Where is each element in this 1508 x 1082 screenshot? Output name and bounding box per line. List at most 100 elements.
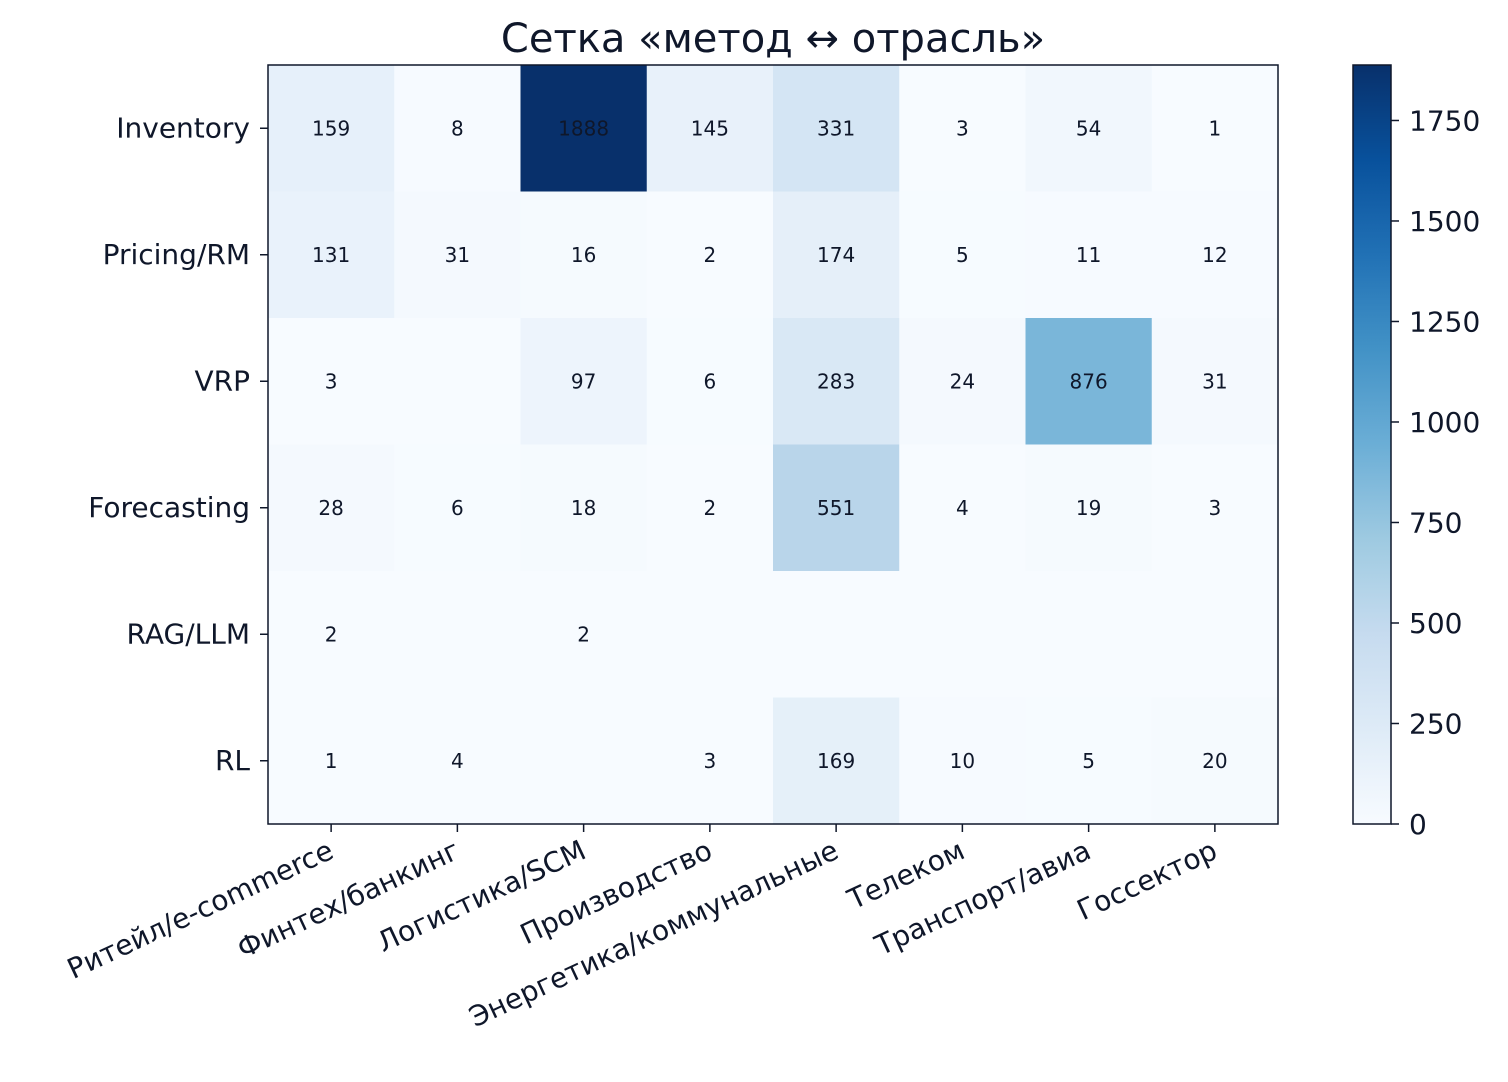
chart-title: Сетка «метод ↔ отрасль»: [501, 16, 1045, 62]
heatmap-cell: [1151, 65, 1279, 192]
y-tick-label: VRP: [195, 364, 251, 397]
cell-value-label: 6: [704, 369, 717, 393]
colorbar-tick-label: 500: [1409, 607, 1462, 640]
heatmap-cell: [520, 191, 648, 319]
heatmap-cell: [394, 571, 521, 698]
heatmap-cell: [394, 697, 521, 825]
heatmap-cell: [1025, 571, 1153, 698]
heatmap-cells: [268, 65, 1279, 825]
cell-value-label: 97: [571, 369, 596, 393]
x-axis: Ритейл/e-commerceФинтех/банкингЛогистика…: [62, 824, 1222, 1034]
x-tick-label: Транспорт/авиа: [869, 833, 1096, 962]
cell-value-label: 12: [1202, 243, 1227, 267]
cell-value-label: 551: [817, 496, 855, 520]
cell-value-label: 16: [571, 243, 596, 267]
heatmap-cell: [646, 697, 774, 825]
x-tick-label: Госсектор: [1072, 833, 1222, 926]
cell-value-label: 1: [1209, 116, 1222, 140]
cell-value-label: 169: [817, 749, 855, 773]
heatmap-cell: [268, 571, 395, 698]
heatmap-cell: [394, 65, 521, 192]
cell-value-label: 1: [325, 749, 338, 773]
heatmap-cell: [268, 191, 395, 319]
heatmap-cell: [1025, 697, 1153, 825]
y-tick-label: Pricing/RM: [103, 238, 250, 271]
cell-value-label: 3: [956, 116, 969, 140]
colorbar-tick-label: 1500: [1409, 205, 1480, 238]
cell-value-label: 174: [817, 243, 855, 267]
y-tick-label: Forecasting: [88, 491, 250, 524]
y-tick-label: Inventory: [116, 111, 250, 144]
x-tick-label: Финтех/банкинг: [232, 833, 464, 965]
cell-value-label: 8: [451, 116, 464, 140]
heatmap-cell: [899, 697, 1026, 825]
heatmap-cell: [1151, 571, 1279, 698]
cell-value-label: 4: [451, 749, 464, 773]
heatmap-cell: [1025, 444, 1153, 572]
colorbar-tick-label: 1250: [1409, 305, 1480, 338]
cell-value-label: 2: [704, 496, 717, 520]
cell-value-label: 18: [571, 496, 596, 520]
y-tick-label: RL: [215, 744, 250, 777]
colorbar: 0 250 500 750 1000 1250 1500 1750: [1352, 64, 1480, 841]
cell-value-label: 54: [1076, 116, 1101, 140]
cell-value-label: 3: [1209, 496, 1222, 520]
heatmap-cell: [268, 444, 395, 572]
heatmap-cell: [1151, 318, 1279, 445]
heatmap-cell: [646, 65, 774, 192]
colorbar-tick-label: 750: [1409, 506, 1462, 539]
cell-value-label: 131: [312, 243, 350, 267]
heatmap-cell: [1025, 191, 1153, 319]
colorbar-tick-label: 1000: [1409, 406, 1480, 439]
cell-value-label: 5: [1082, 749, 1095, 773]
cell-value-label: 19: [1076, 496, 1101, 520]
heatmap-cell: [773, 318, 900, 445]
cell-value-label: 4: [956, 496, 969, 520]
cell-value-label: 31: [1202, 369, 1227, 393]
heatmap-cell: [394, 444, 521, 572]
cell-value-label: 283: [817, 369, 855, 393]
heatmap-cell: [773, 444, 900, 572]
heatmap-cell: [646, 191, 774, 319]
colorbar-tick-label: 250: [1409, 707, 1462, 740]
cell-value-label: 24: [950, 369, 975, 393]
heatmap-cell: [268, 697, 395, 825]
cell-value-label: 10: [950, 749, 975, 773]
cell-value-label: 1888: [558, 116, 609, 140]
heatmap-cell: [1025, 318, 1153, 445]
y-tick-label: RAG/LLM: [127, 617, 250, 650]
heatmap-cell: [268, 318, 395, 445]
heatmap-cell: [899, 191, 1026, 319]
cell-value-label: 20: [1202, 749, 1227, 773]
heatmap-cell: [773, 65, 900, 192]
heatmap-cell: [520, 697, 648, 825]
heatmap-cell: [520, 571, 648, 698]
cell-value-label: 3: [325, 369, 338, 393]
heatmap-cell: [1151, 444, 1279, 572]
heatmap-cell: [520, 318, 648, 445]
heatmap-cell: [1025, 65, 1153, 192]
heatmap-cell: [520, 65, 648, 192]
heatmap-cell: [520, 444, 648, 572]
heatmap-cell: [899, 444, 1026, 572]
cell-value-label: 2: [325, 622, 338, 646]
heatmap-cell: [899, 571, 1026, 698]
heatmap-cell: [899, 65, 1026, 192]
cell-value-label: 159: [312, 116, 350, 140]
colorbar-tick-label: 1750: [1409, 104, 1480, 137]
colorbar-tick-label: 0: [1409, 808, 1427, 841]
plot-frame: [267, 64, 1279, 825]
cell-value-label: 28: [318, 496, 343, 520]
heatmap-cell: [646, 444, 774, 572]
heatmap-cell: [394, 191, 521, 319]
x-tick-label: Логистика/SCM: [372, 833, 591, 958]
heatmap-cell: [646, 318, 774, 445]
y-axis: Inventory Pricing/RM VRP Forecasting RAG/LLM…: [88, 111, 268, 777]
cell-value-label: 3: [704, 749, 717, 773]
cell-value-label: 876: [1070, 369, 1108, 393]
heatmap-cell: [773, 571, 900, 698]
cell-value-label: 2: [577, 622, 590, 646]
cell-value-label: 5: [956, 243, 969, 267]
